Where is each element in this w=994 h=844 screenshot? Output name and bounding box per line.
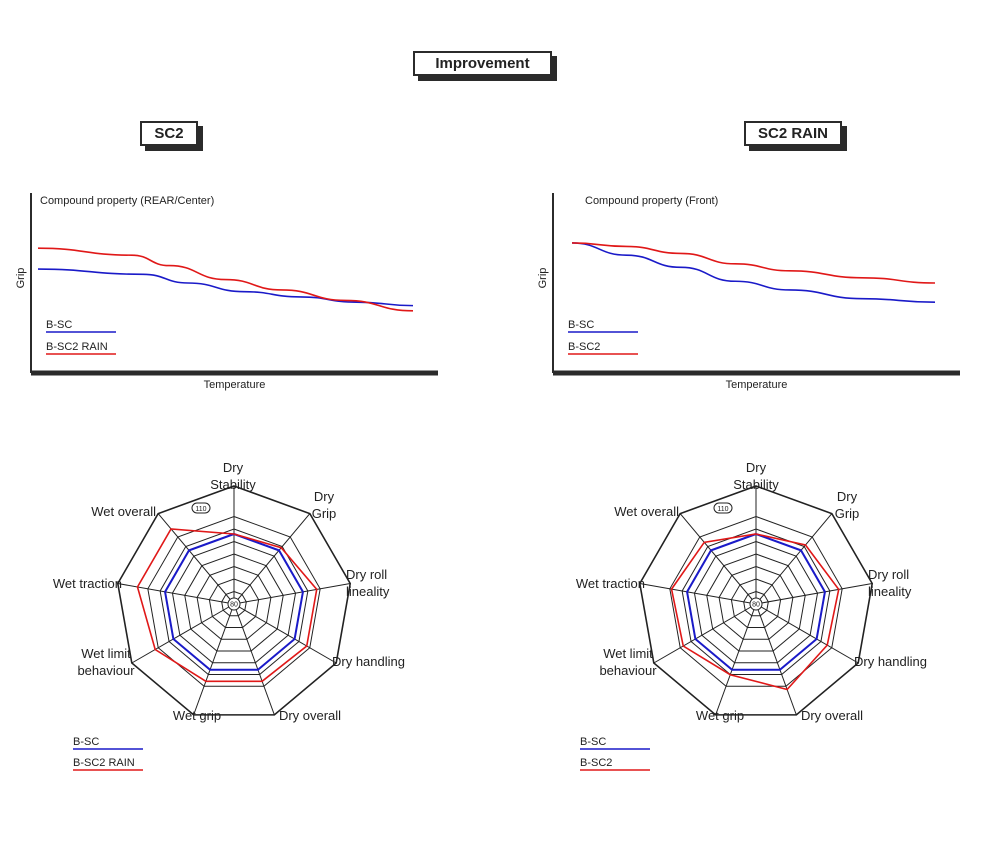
series-line-b-sc2 [571,242,936,284]
radar-series-b-sc2-rain [136,528,318,683]
radar-min-label: 80 [752,602,760,609]
radar-axis-label-dry-grip: Dry Grip [312,489,337,521]
radar-spoke [233,583,351,605]
radar-grid-ring [208,578,260,628]
chart-title: Compound property (Front) [585,195,718,207]
radar-grid-ring [718,565,794,640]
legend-label: B-SC [568,319,594,331]
panel-title-sc2-rain: SC2 RAIN [744,121,842,146]
radar-axis-label-wet-traction: Wet traction [576,576,645,591]
radar-axis-label-dry-handling: Dry handling [854,654,927,669]
radar-spoke [755,603,797,716]
series-line-b-sc [571,242,936,303]
radar-spoke [157,513,235,605]
radar-spoke [233,513,311,605]
radar-spoke [233,603,337,664]
legend-label: B-SC2 RAIN [73,757,135,769]
radar-center-marker [749,597,763,611]
radar-axis-label-wet-overall: Wet overall [91,504,156,519]
radar-spoke [715,603,757,716]
radar-axis-label-wet-grip: Wet grip [173,708,221,723]
radar-axis-label-dry-overall: Dry overall [801,708,863,723]
panel-title-sc2: SC2 [140,121,198,146]
radar-series-b-sc [686,532,826,671]
radar-axis-label-wet-limit-behaviour: Wet limit behaviour [599,646,657,678]
radar-min-label: 80 [230,602,238,609]
x-axis-label: Temperature [726,379,788,391]
legend-label: B-SC2 [580,757,612,769]
radar-grid-ring [706,553,806,652]
radar-max-marker [191,502,211,514]
legend-label: B-SC2 RAIN [46,341,108,353]
radar-spoke [653,603,757,664]
radar-grid-ring [184,553,284,652]
radar-grid-ring [669,515,843,687]
radar-spoke [193,603,235,716]
radar-spoke [755,513,833,605]
x-axis-label: Temperature [204,379,266,391]
radar-spoke [679,513,757,605]
radar-series-b-sc2 [670,533,840,691]
series-line-b-sc [37,268,414,307]
radar-grid-ring [638,485,874,716]
legend-label: B-SC2 [568,341,600,353]
radar-series-b-sc [164,532,304,671]
radar-axis-label-wet-limit-behaviour: Wet limit behaviour [77,646,135,678]
radar-axis-label-wet-grip: Wet grip [696,708,744,723]
radar-axis-label-dry-roll-lineality: Dry roll lineality [346,567,390,599]
radar-max-label: 110 [717,506,728,513]
legend-label: B-SC [46,319,72,331]
radar-grid-ring [693,540,819,664]
legend-label: B-SC [73,736,99,748]
radar-chart-2: 80 110 B-SC B-SC2 Dry Stability Dry Grip Dry rol… [576,460,927,771]
y-axis-label: Grip [537,268,549,289]
improvement-title: Improvement [413,51,552,76]
radar-grid-ring [730,578,782,628]
radar-grid-ring [681,528,831,675]
radar-spoke [755,583,873,605]
radar-axis-label-dry-stability: Dry Stability [210,460,256,492]
y-axis-label: Grip [15,268,27,289]
radar-axis-label-wet-overall: Wet overall [614,504,679,519]
line-chart-2: Compound property (Front) Temperature Grip… [537,193,960,391]
radar-grid-ring [171,540,297,664]
radar-axis-label-dry-handling: Dry handling [332,654,405,669]
radar-grid-ring [116,485,352,716]
radar-grid-ring [147,515,321,687]
radar-grid-ring [196,565,272,640]
radar-grid-ring [221,590,247,617]
radar-spoke [233,603,275,716]
radar-spoke [131,603,235,664]
radar-grid-ring [743,590,769,617]
radar-axis-label-dry-roll-lineality: Dry roll lineality [868,567,912,599]
radar-center-marker [227,597,241,611]
series-line-b-sc2-rain [37,247,414,312]
radar-axis-label-dry-grip: Dry Grip [835,489,860,521]
radar-grid-ring [159,528,309,675]
radar-spoke [639,583,757,605]
radar-spoke [755,603,859,664]
radar-axis-label-dry-overall: Dry overall [279,708,341,723]
radar-axis-label-dry-stability: Dry Stability [733,460,779,492]
chart-title: Compound property (REAR/Center) [40,195,214,207]
radar-max-label: 110 [195,506,206,513]
radar-max-marker [713,502,733,514]
radar-axis-label-wet-traction: Wet traction [53,576,122,591]
legend-label: B-SC [580,736,606,748]
radar-chart-1: 80 110 B-SC B-SC2 RAIN Dry Stability Dry Grip Dr… [53,460,405,771]
line-chart-1: Compound property (REAR/Center) Temperatu… [15,193,438,391]
